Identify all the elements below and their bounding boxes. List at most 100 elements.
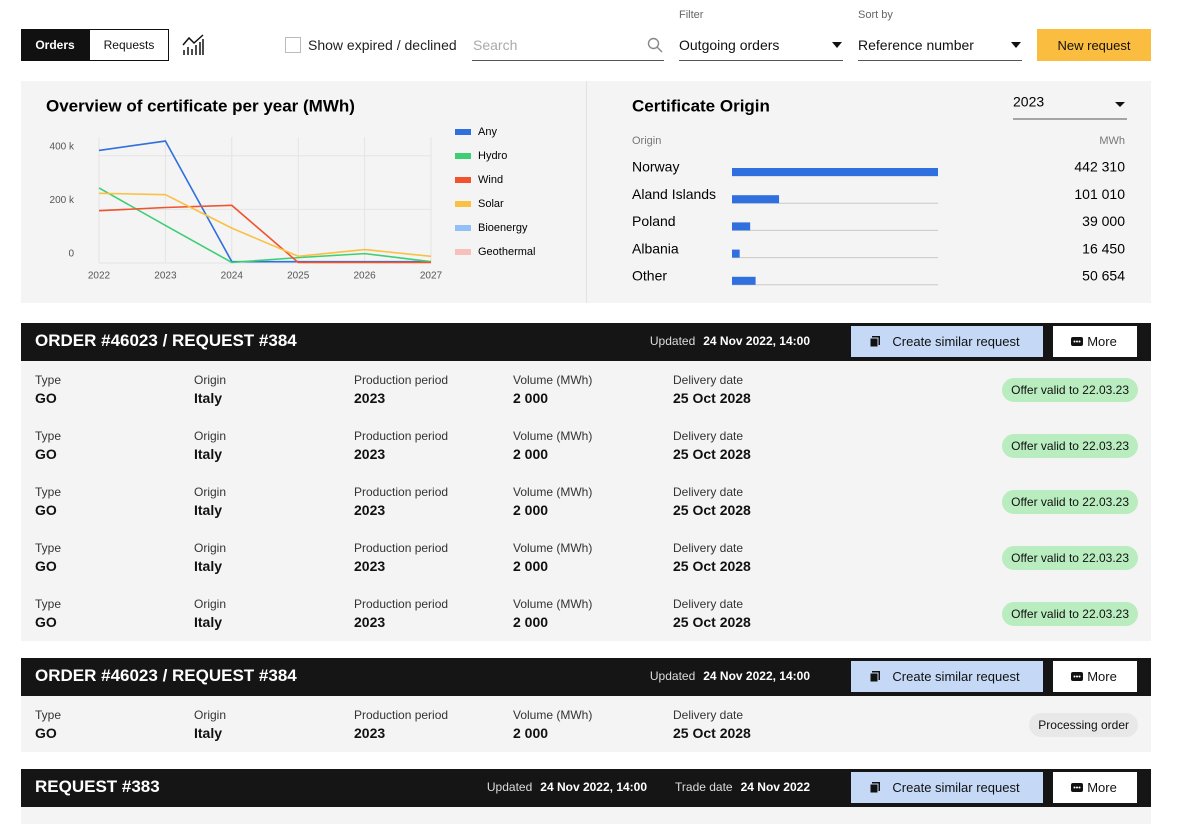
field-value: 2023: [354, 614, 386, 630]
field-value: 25 Oct 2028: [673, 502, 751, 518]
legend-swatch: [455, 129, 471, 135]
legend-label: Geothermal: [478, 246, 535, 258]
meta-value: 24 Nov 2022, 14:00: [540, 780, 648, 794]
field-label: Volume (MWh): [513, 429, 593, 443]
chart-icon[interactable]: [181, 33, 205, 57]
field-label: Production period: [354, 485, 449, 499]
x-tick-label: 2027: [420, 271, 443, 282]
create-similar-button[interactable]: Create similar request: [851, 772, 1043, 803]
legend-swatch: [455, 177, 471, 183]
field-value: GO: [35, 502, 57, 518]
field-label: Volume (MWh): [513, 373, 593, 387]
column-header: Origin: [632, 135, 661, 147]
field-label: Delivery date: [673, 485, 744, 499]
order-row: [21, 529, 1151, 585]
caret: [1011, 42, 1021, 48]
series-line: [98, 192, 432, 258]
caret: [1115, 102, 1125, 107]
order-row: [21, 585, 1151, 641]
sort-select[interactable]: [858, 29, 1022, 61]
field-label: Volume (MWh): [513, 708, 593, 722]
x-tick-label: 2022: [88, 271, 111, 282]
card-body: [21, 807, 1151, 824]
field-value: 2 000: [513, 614, 549, 630]
filter-select[interactable]: [679, 29, 843, 61]
field-value: 25 Oct 2028: [673, 558, 751, 574]
checkbox[interactable]: [285, 37, 301, 53]
origin-label: Other: [632, 268, 667, 284]
sort-label: Sort by: [858, 9, 893, 21]
search-input[interactable]: [472, 29, 664, 61]
field-label: Volume (MWh): [513, 485, 593, 499]
button-label: More: [1087, 669, 1117, 684]
card-title: ORDER #46023 / REQUEST #384: [35, 331, 297, 350]
field-label: Production period: [354, 597, 449, 611]
filter-label: Filter: [679, 9, 704, 21]
field-value: 25 Oct 2028: [673, 725, 751, 741]
field-label: Origin: [194, 429, 227, 443]
y-tick-label: 200 k: [50, 195, 75, 206]
copy-icon: [870, 671, 880, 682]
field-value: GO: [35, 558, 57, 574]
field-label: Type: [35, 541, 62, 555]
order-row: [21, 696, 1151, 752]
field-value: GO: [35, 446, 57, 462]
legend-label: Bioenergy: [478, 222, 528, 234]
field-value: 2023: [354, 725, 386, 741]
create-similar-button[interactable]: Create similar request: [851, 661, 1043, 692]
meta-label: Updated: [649, 334, 696, 348]
tab-orders[interactable]: Orders: [21, 29, 89, 61]
more-icon: [1071, 783, 1083, 792]
field-label: Volume (MWh): [513, 597, 593, 611]
legend-swatch: [455, 249, 471, 255]
bar: [732, 195, 780, 204]
field-label: Production period: [354, 429, 449, 443]
field-label: Type: [35, 485, 62, 499]
status-pill: Offer valid to 22.03.23: [1002, 378, 1138, 402]
value-label: 39 000: [1082, 213, 1125, 229]
bar: [732, 276, 756, 285]
field-label: Production period: [354, 708, 449, 722]
field-value: 2023: [354, 446, 386, 462]
divider: [586, 81, 587, 303]
more-button[interactable]: More: [1053, 772, 1137, 803]
field-value: 2023: [354, 502, 386, 518]
field-value: 2 000: [513, 390, 549, 406]
field-label: Type: [35, 373, 62, 387]
field-label: Origin: [194, 373, 227, 387]
order-row: [21, 417, 1151, 473]
field-value: 2 000: [513, 446, 549, 462]
field-label: Delivery date: [673, 597, 744, 611]
field-value: Italy: [194, 725, 223, 741]
more-icon: [1071, 672, 1083, 681]
bar: [732, 168, 938, 176]
field-value: 25 Oct 2028: [673, 446, 751, 462]
new-request-button[interactable]: New request: [1037, 29, 1151, 61]
field-value: Italy: [194, 502, 223, 518]
card-title: REQUEST #383: [35, 777, 160, 796]
button-label: More: [1087, 334, 1117, 349]
tab-requests[interactable]: Requests: [89, 29, 169, 61]
more-button[interactable]: More: [1053, 661, 1137, 692]
legend-label: Hydro: [478, 150, 507, 162]
legend-label: Any: [478, 126, 497, 138]
field-value: 2 000: [513, 558, 549, 574]
status-pill: Processing order: [1029, 713, 1138, 737]
value-label: 16 450: [1082, 240, 1125, 256]
create-similar-button[interactable]: Create similar request: [851, 326, 1043, 357]
field-value: Italy: [194, 614, 223, 630]
button-label: More: [1087, 780, 1117, 795]
filter-value: Outgoing orders: [679, 37, 780, 53]
year-value: 2023: [1013, 94, 1044, 110]
bar-chart: Certificate Origin 2023 Origin MWh Norway 442…: [632, 94, 1127, 286]
field-label: Type: [35, 429, 62, 443]
field-label: Delivery date: [673, 541, 744, 555]
search-icon: [647, 37, 663, 53]
origin-label: Aland Islands: [632, 186, 716, 202]
bar: [732, 222, 751, 231]
card-title: ORDER #46023 / REQUEST #384: [35, 666, 297, 685]
more-button[interactable]: More: [1053, 326, 1137, 357]
field-label: Type: [35, 597, 62, 611]
series-line: [98, 204, 431, 264]
sort-value: Reference number: [858, 37, 974, 53]
